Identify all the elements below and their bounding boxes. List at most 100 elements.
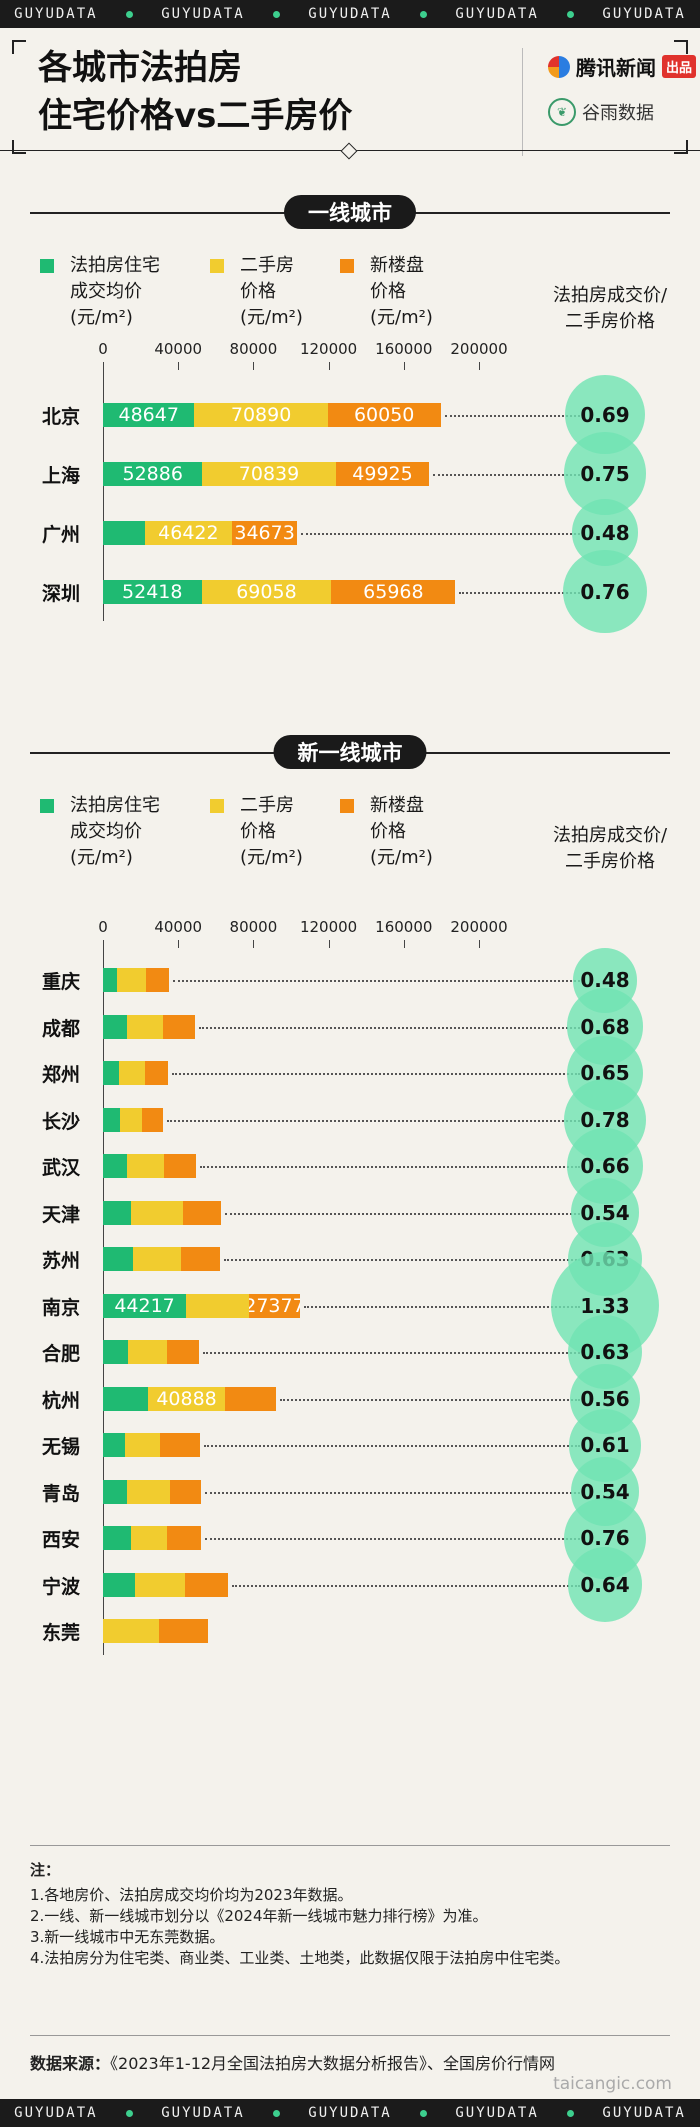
bar-segment — [127, 1340, 168, 1365]
category-label: 东莞 — [42, 1622, 81, 1645]
ratio-value-label: 0.76 — [580, 1526, 630, 1551]
ratio-value-label: 0.78 — [580, 1107, 630, 1132]
page-title: 各城市法拍房 住宅价格vs二手房价 — [38, 44, 352, 140]
bar-segment — [127, 1014, 164, 1039]
bar-value-label: 34673 — [234, 521, 295, 544]
section-title-tier1: 一线城市 — [0, 195, 700, 229]
legend-swatch-yellow — [210, 259, 224, 273]
band-dot-icon — [272, 2109, 280, 2117]
category-label: 南京 — [42, 1296, 81, 1319]
category-label: 上海 — [42, 464, 81, 487]
ratio-bubble — [567, 1547, 643, 1623]
band-dot-icon — [567, 2109, 575, 2117]
ratio-value-label: 0.69 — [580, 402, 630, 427]
bar-segment: 69058 — [201, 579, 332, 604]
legend-label: (元/m²) — [370, 307, 433, 328]
legend-label: (元/m²) — [370, 847, 433, 868]
category-label: 长沙 — [42, 1110, 81, 1133]
bar-segment — [103, 1154, 128, 1179]
bar-segment — [103, 1386, 149, 1411]
bar-value-label: 49925 — [352, 462, 413, 485]
category-label: 广州 — [42, 523, 81, 546]
bar-value-label: 46422 — [158, 521, 219, 544]
ratio-value-label: 0.48 — [580, 520, 630, 545]
bar-segment — [103, 1572, 135, 1597]
x-tick-label: 160000 — [375, 918, 433, 936]
bar-segment — [169, 1479, 201, 1504]
guyu-logo: ❦ 谷雨数据 — [548, 98, 654, 126]
note-item: 4.法拍房分为住宅类、商业类、工业类、土地类，此数据仅限于法拍房中住宅类。 — [30, 1949, 570, 1967]
chart-tier1: 一线城市 法拍房住宅 成交均价 (元/m²) 二手房 价格 (元/m²) 新楼盘 价格 (元… — [0, 195, 700, 665]
legend-label: 成交均价 — [70, 821, 142, 842]
brand-text: GUYUDATA — [14, 6, 98, 22]
corner-mark — [12, 140, 26, 154]
bar-segment — [103, 1200, 132, 1225]
x-tick-line — [403, 940, 405, 948]
category-label: 杭州 — [42, 1389, 81, 1412]
x-tick-line — [178, 940, 180, 948]
legend-label: (元/m²) — [240, 847, 303, 868]
legend-label: 价格 — [370, 821, 406, 842]
ratio-value-label: 0.63 — [580, 1340, 630, 1365]
note-item: 1.各地房价、法拍房成交均价均为2023年数据。 — [30, 1886, 353, 1904]
legend-label: 新楼盘 — [370, 795, 424, 816]
legend-label: (元/m²) — [240, 307, 303, 328]
leader-line — [199, 1026, 580, 1029]
category-label: 重庆 — [42, 971, 81, 994]
ratio-header: 法拍房成交价/二手房价格 — [510, 283, 700, 335]
brand-text: GUYUDATA — [308, 6, 392, 22]
legend-label: 成交均价 — [70, 281, 142, 302]
source-label: 数据来源： — [30, 2054, 111, 2073]
bar-segment — [186, 1293, 249, 1318]
leader-line — [304, 1305, 580, 1308]
bar-segment — [120, 1107, 143, 1132]
produced-badge: 出品 — [662, 55, 697, 78]
ratio-header-line: 法拍房成交价/ — [552, 825, 668, 846]
source-rule — [30, 2035, 670, 2036]
category-label: 青岛 — [42, 1482, 81, 1505]
bar-value-label: 44217 — [114, 1294, 175, 1317]
bar-segment — [163, 1014, 196, 1039]
bar-segment — [146, 968, 169, 993]
leader-line — [172, 980, 580, 983]
category-label: 苏州 — [42, 1250, 81, 1273]
x-tick-line — [178, 362, 180, 370]
guyu-leaf-icon: ❦ — [548, 98, 576, 126]
legend-label: 二手房 — [240, 255, 294, 276]
leader-line — [224, 1259, 580, 1262]
bar-segment — [103, 1107, 121, 1132]
legend: 法拍房住宅 成交均价 (元/m²) 二手房 价格 (元/m²) 新楼盘 价格 (元/m²) … — [40, 793, 680, 883]
bar-segment: 48647 — [103, 402, 195, 427]
ratio-value-label: 0.76 — [580, 579, 630, 604]
ratio-value-label: 0.56 — [580, 1386, 630, 1411]
bar-segment — [131, 1200, 184, 1225]
x-tick-line — [328, 940, 330, 948]
legend-label: 法拍房住宅 — [70, 795, 160, 816]
band-dot-icon — [272, 10, 280, 18]
x-tick-label: 160000 — [375, 340, 433, 358]
brand-text: GUYUDATA — [455, 2105, 539, 2121]
ratio-value-label: 0.54 — [580, 1200, 630, 1225]
bar-segment — [117, 968, 147, 993]
ratio-header-line: 法拍房成交价/ — [552, 285, 668, 306]
ratio-header: 法拍房成交价/二手房价格 — [510, 823, 700, 875]
bar-segment — [103, 1479, 127, 1504]
ratio-value-label: 0.48 — [580, 968, 630, 993]
bar-segment — [133, 1247, 181, 1272]
bar-segment — [103, 1526, 131, 1551]
bar-segment — [119, 1061, 145, 1086]
leader-line — [301, 532, 580, 535]
title-line-1: 各城市法拍房 — [38, 48, 242, 88]
band-dot-icon — [420, 10, 428, 18]
bar-segment — [127, 1154, 165, 1179]
corner-mark — [674, 40, 688, 54]
brand-band-top: GUYUDATA GUYUDATA GUYUDATA GUYUDATA GUYU… — [0, 0, 700, 28]
category-label: 无锡 — [42, 1436, 81, 1459]
legend-label: 新楼盘 — [370, 255, 424, 276]
legend-label: 价格 — [370, 281, 406, 302]
bar-segment — [126, 1479, 170, 1504]
ratio-value-label: 0.61 — [580, 1433, 630, 1458]
bar-segment: 65968 — [331, 579, 456, 604]
bar-segment: 70839 — [202, 461, 336, 486]
legend-label: 二手房 — [240, 795, 294, 816]
